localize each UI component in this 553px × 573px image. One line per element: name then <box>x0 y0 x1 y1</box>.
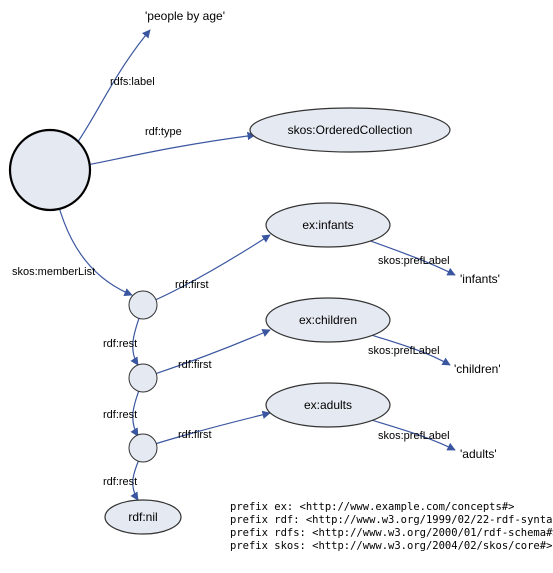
prefix-line-2: prefix rdfs: <http://www.w3.org/2000/01/… <box>230 527 553 539</box>
nodes-layer <box>10 108 450 534</box>
literal-people_by_age: 'people by age' <box>145 9 225 23</box>
node-root <box>10 130 90 210</box>
edge-label-5: rdf:first <box>178 359 212 371</box>
literal-adults_lit: 'adults' <box>460 447 497 461</box>
node-label-nil: rdf:nil <box>128 510 157 524</box>
blank-node-b1 <box>129 291 157 319</box>
node-label-adults: ex:adults <box>304 398 352 412</box>
edge-label-6: rdf:rest <box>103 409 137 421</box>
node-label-infants: ex:infants <box>302 218 353 232</box>
prefix-line-1: prefix rdf: <http://www.w3.org/1999/02/2… <box>230 514 553 526</box>
edge-label-7: rdf:first <box>178 429 212 441</box>
edge-label-3: rdf:first <box>175 279 209 291</box>
blank-node-b3 <box>129 434 157 462</box>
node-label-ordered: skos:OrderedCollection <box>288 123 413 137</box>
node-label-children: ex:children <box>299 313 357 327</box>
edge-label-1: rdf:type <box>145 126 182 138</box>
edge-3 <box>143 235 270 305</box>
edge-label-2: skos:memberList <box>12 266 95 278</box>
edge-label-10: skos:prefLabel <box>368 345 440 357</box>
literal-infants_lit: 'infants' <box>460 272 500 286</box>
text-layer: rdfs:label rdf:type skos:memberList rdf:fir… <box>12 9 553 552</box>
literal-children_lit: 'children' <box>454 362 501 376</box>
blank-node-b2 <box>129 364 157 392</box>
edge-label-8: rdf:rest <box>103 476 137 488</box>
prefix-line-0: prefix ex: <http://www.example.com/conce… <box>230 501 514 513</box>
edge-label-4: rdf:rest <box>103 338 137 350</box>
edge-label-9: skos:prefLabel <box>378 255 450 267</box>
rdf-graph-diagram: rdfs:label rdf:type skos:memberList rdf:fir… <box>0 0 553 573</box>
edge-label-11: skos:prefLabel <box>378 430 450 442</box>
prefix-line-3: prefix skos: <http://www.w3.org/2004/02/… <box>230 540 552 552</box>
edge-label-0: rdfs:label <box>110 76 155 88</box>
